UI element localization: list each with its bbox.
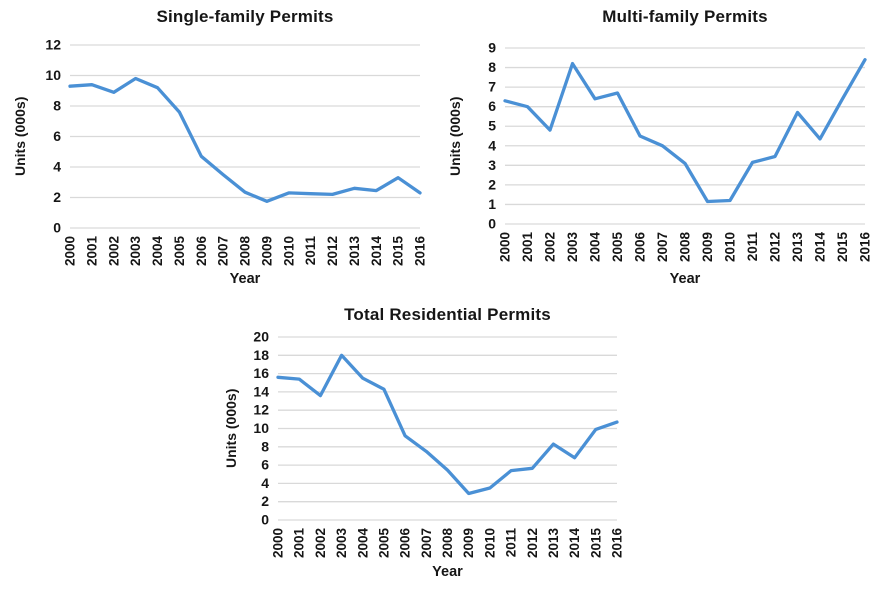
y-tick-label: 4 — [488, 137, 496, 153]
y-tick-label: 4 — [261, 475, 269, 491]
x-tick-label: 2002 — [543, 232, 558, 262]
x-tick-label: 2013 — [790, 232, 805, 263]
plot-single-family: 0 2 4 6 8 10 12 2000 2001 2002 2003 2004 2005 2006 200… — [45, 37, 428, 267]
y-tick-label: 5 — [488, 118, 496, 134]
x-tick-label: 2003 — [565, 232, 580, 263]
x-tick-label: 2008 — [678, 232, 693, 263]
x-tick-label: 2010 — [281, 236, 296, 266]
x-tick-label: 2012 — [325, 236, 340, 266]
x-tick-label: 2000 — [271, 528, 286, 558]
x-tick-label: 2014 — [813, 232, 828, 263]
x-tick-label: 2006 — [633, 232, 648, 263]
y-tick-label: 2 — [261, 493, 269, 509]
y-tick-label: 2 — [53, 189, 61, 205]
y-tick-label: 8 — [488, 59, 496, 75]
y-tick-label: 4 — [53, 159, 61, 175]
x-tick-label: 2006 — [398, 528, 413, 559]
x-tick-label: 2001 — [84, 236, 99, 267]
y-tick-label: 0 — [488, 216, 496, 232]
x-tick-label: 2005 — [610, 232, 625, 263]
x-tick-label: 2007 — [419, 528, 434, 558]
chart-title: Multi-family Permits — [602, 7, 768, 26]
data-line-series — [503, 58, 867, 204]
plot-total-residential: 0 2 4 6 8 10 12 14 16 18 20 2000 2001 2002 2003 2004 200… — [253, 329, 625, 559]
x-tick-label: 2000 — [63, 236, 78, 266]
x-tick-label: 2007 — [216, 236, 231, 266]
x-tick-label: 2012 — [768, 232, 783, 262]
y-tick-label: 8 — [261, 438, 269, 454]
x-tick-label: 2015 — [588, 528, 603, 559]
y-tick-label: 0 — [53, 220, 61, 236]
y-tick-label: 6 — [53, 128, 61, 144]
x-tick-label: 2004 — [150, 236, 165, 267]
plot-multi-family: 0 1 2 3 4 5 6 7 8 9 2000 2001 2002 2003 2004 2005 2006 20… — [488, 40, 870, 263]
data-line-series — [276, 353, 619, 496]
x-tick-label: 2010 — [482, 528, 497, 558]
y-tick-label: 10 — [45, 67, 61, 83]
x-tick-label: 2016 — [858, 232, 870, 263]
x-tick-label: 2012 — [525, 528, 540, 558]
y-tick-label: 14 — [253, 383, 269, 399]
x-tick-label: 2014 — [567, 528, 582, 559]
x-tick-label: 2010 — [723, 232, 738, 262]
x-tick-label: 2016 — [610, 528, 625, 559]
x-tick-label: 2003 — [128, 236, 143, 267]
y-tick-label: 12 — [45, 37, 61, 53]
x-tick-label: 2004 — [355, 528, 370, 559]
x-tick-label: 2005 — [172, 236, 187, 267]
x-tick-label: 2009 — [461, 528, 476, 558]
y-tick-label: 10 — [253, 420, 269, 436]
x-tick-label: 2015 — [391, 236, 406, 267]
y-tick-label: 3 — [488, 157, 496, 173]
y-tick-label: 0 — [261, 512, 269, 528]
x-tick-label: 2001 — [520, 232, 535, 263]
x-tick-label: 2001 — [292, 528, 307, 559]
x-tick-label: 2011 — [303, 236, 318, 266]
chart-total-residential-permits: Total Residential Permits Units (000s) 0… — [218, 300, 653, 609]
y-tick-label: 7 — [488, 79, 496, 95]
y-tick-label: 9 — [488, 40, 496, 56]
x-tick-label: 2011 — [504, 528, 519, 558]
x-axis-title: Year — [669, 271, 701, 287]
data-line-series — [68, 76, 422, 203]
chart-title: Total Residential Permits — [344, 305, 551, 324]
x-tick-label: 2009 — [259, 236, 274, 266]
x-tick-label: 2011 — [745, 232, 760, 262]
x-axis-title: Year — [229, 271, 261, 287]
x-tick-label: 2003 — [334, 528, 349, 559]
x-tick-label: 2015 — [835, 232, 850, 263]
x-tick-label: 2006 — [194, 236, 209, 267]
y-tick-label: 6 — [488, 98, 496, 114]
y-tick-label: 16 — [253, 365, 269, 381]
x-tick-label: 2004 — [588, 232, 603, 263]
y-tick-label: 2 — [488, 176, 496, 192]
y-tick-label: 1 — [488, 196, 496, 212]
x-tick-label: 2014 — [369, 236, 384, 267]
x-axis-title: Year — [432, 564, 463, 580]
x-tick-label: 2009 — [700, 232, 715, 262]
y-tick-label: 12 — [253, 402, 269, 418]
x-tick-label: 2007 — [655, 232, 670, 262]
x-tick-label: 2008 — [440, 528, 455, 559]
x-tick-label: 2008 — [238, 236, 253, 267]
x-tick-label: 2000 — [498, 232, 513, 262]
y-tick-label: 6 — [261, 457, 269, 473]
x-tick-label: 2016 — [413, 236, 428, 267]
x-tick-label: 2002 — [106, 236, 121, 266]
y-tick-label: 8 — [53, 98, 61, 114]
x-tick-label: 2002 — [313, 528, 328, 558]
y-tick-label: 20 — [253, 329, 269, 345]
x-tick-label: 2013 — [347, 236, 362, 267]
y-tick-label: 18 — [253, 347, 269, 363]
chart-title: Single-family Permits — [156, 7, 334, 26]
x-tick-label: 2013 — [546, 528, 561, 559]
x-tick-label: 2005 — [376, 528, 391, 559]
